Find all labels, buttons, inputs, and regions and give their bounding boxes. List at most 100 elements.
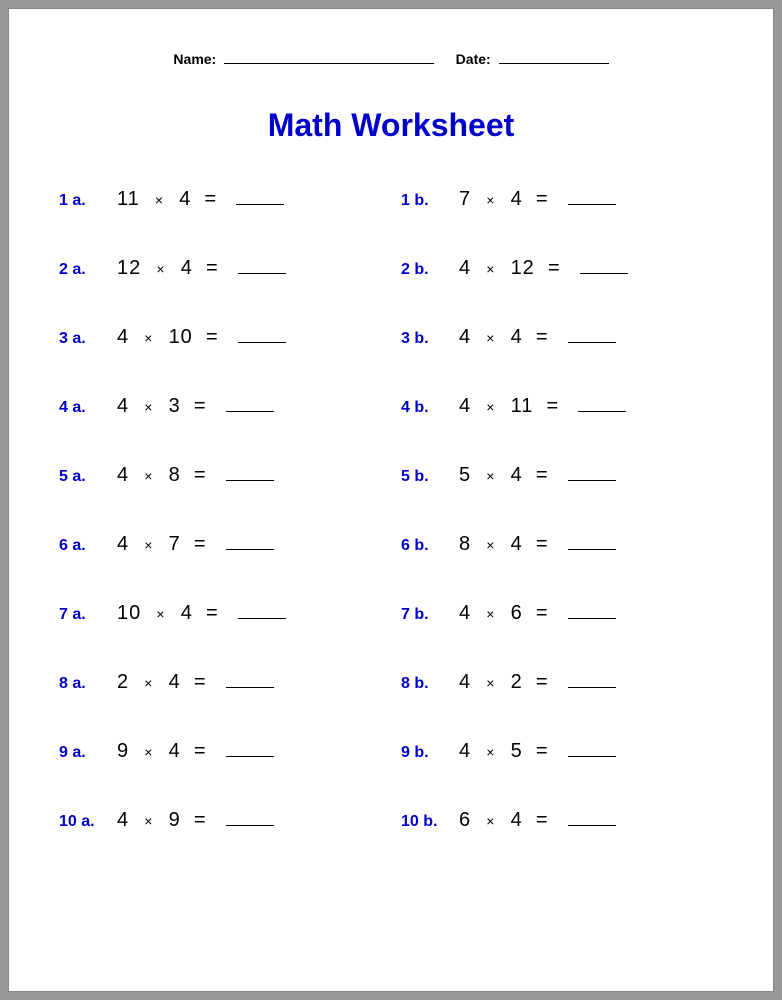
equals-sign: = (194, 809, 207, 831)
answer-blank[interactable] (568, 598, 616, 619)
operand-a: 4 (459, 257, 471, 279)
operand-b: 4 (169, 671, 181, 693)
equals-sign: = (194, 464, 207, 486)
answer-blank[interactable] (238, 322, 286, 343)
equals-sign: = (194, 395, 207, 417)
problem-expression: 11 × 4 = (117, 184, 284, 211)
problem-label: 7 a. (59, 606, 117, 624)
problem-expression: 4 × 5 = (459, 736, 616, 763)
answer-blank[interactable] (578, 391, 626, 412)
operand-a: 4 (117, 326, 129, 348)
problem-expression: 4 × 9 = (117, 805, 274, 832)
worksheet-page: Name: Date: Math Worksheet 1 a.11 × 4 = … (8, 8, 774, 992)
answer-blank[interactable] (226, 667, 274, 688)
answer-blank[interactable] (226, 391, 274, 412)
operand-b: 3 (169, 395, 181, 417)
multiply-icon: × (484, 261, 497, 277)
answer-blank[interactable] (236, 184, 284, 205)
multiply-icon: × (484, 468, 497, 484)
multiply-icon: × (484, 744, 497, 760)
problem-label: 5 a. (59, 468, 117, 486)
operand-b: 4 (511, 188, 523, 210)
name-input-blank[interactable] (224, 49, 434, 64)
multiply-icon: × (484, 813, 497, 829)
equals-sign: = (194, 533, 207, 555)
operand-a: 5 (459, 464, 471, 486)
operand-a: 4 (117, 395, 129, 417)
answer-blank[interactable] (568, 529, 616, 550)
answer-blank[interactable] (568, 667, 616, 688)
problem-expression: 12 × 4 = (117, 253, 286, 280)
problem-expression: 4 × 4 = (459, 322, 616, 349)
multiply-icon: × (484, 192, 497, 208)
operand-a: 9 (117, 740, 129, 762)
problem-row: 8 b.4 × 2 = (401, 667, 723, 694)
operand-b: 4 (169, 740, 181, 762)
multiply-icon: × (484, 537, 497, 553)
answer-blank[interactable] (568, 184, 616, 205)
equals-sign: = (206, 257, 219, 279)
problem-row: 7 b.4 × 6 = (401, 598, 723, 625)
problem-row: 1 b.7 × 4 = (401, 184, 723, 211)
problem-label: 4 b. (401, 399, 459, 417)
operand-b: 4 (179, 188, 191, 210)
problem-expression: 4 × 8 = (117, 460, 274, 487)
problem-expression: 2 × 4 = (117, 667, 274, 694)
operand-b: 10 (169, 326, 193, 348)
operand-b: 2 (511, 671, 523, 693)
problem-expression: 4 × 7 = (117, 529, 274, 556)
problem-label: 5 b. (401, 468, 459, 486)
multiply-icon: × (142, 399, 155, 415)
operand-a: 2 (117, 671, 129, 693)
operand-b: 8 (169, 464, 181, 486)
answer-blank[interactable] (568, 460, 616, 481)
multiply-icon: × (484, 675, 497, 691)
operand-a: 4 (459, 602, 471, 624)
problem-row: 10 a.4 × 9 = (59, 805, 381, 832)
answer-blank[interactable] (568, 736, 616, 757)
problem-row: 9 a.9 × 4 = (59, 736, 381, 763)
problem-label: 3 a. (59, 330, 117, 348)
problem-row: 6 a.4 × 7 = (59, 529, 381, 556)
problem-label: 10 a. (59, 813, 117, 831)
equals-sign: = (536, 533, 549, 555)
problem-label: 8 a. (59, 675, 117, 693)
answer-blank[interactable] (580, 253, 628, 274)
page-title: Math Worksheet (49, 107, 733, 144)
multiply-icon: × (154, 261, 167, 277)
date-input-blank[interactable] (499, 49, 609, 64)
problem-row: 4 a.4 × 3 = (59, 391, 381, 418)
answer-blank[interactable] (568, 805, 616, 826)
answer-blank[interactable] (226, 460, 274, 481)
multiply-icon: × (142, 468, 155, 484)
operand-a: 4 (117, 464, 129, 486)
problem-row: 1 a.11 × 4 = (59, 184, 381, 211)
answer-blank[interactable] (226, 736, 274, 757)
answer-blank[interactable] (226, 805, 274, 826)
date-label: Date: (456, 51, 491, 67)
multiply-icon: × (484, 606, 497, 622)
answer-blank[interactable] (238, 253, 286, 274)
problem-row: 3 a.4 × 10 = (59, 322, 381, 349)
operand-b: 4 (511, 809, 523, 831)
problem-row: 3 b.4 × 4 = (401, 322, 723, 349)
problem-row: 9 b.4 × 5 = (401, 736, 723, 763)
multiply-icon: × (142, 675, 155, 691)
answer-blank[interactable] (238, 598, 286, 619)
answer-blank[interactable] (568, 322, 616, 343)
problem-expression: 4 × 12 = (459, 253, 628, 280)
multiply-icon: × (142, 330, 155, 346)
answer-blank[interactable] (226, 529, 274, 550)
problem-expression: 4 × 3 = (117, 391, 274, 418)
operand-a: 4 (459, 326, 471, 348)
operand-b: 4 (181, 257, 193, 279)
equals-sign: = (536, 740, 549, 762)
multiply-icon: × (154, 606, 167, 622)
problem-label: 3 b. (401, 330, 459, 348)
problem-label: 1 a. (59, 192, 117, 210)
problem-label: 10 b. (401, 813, 459, 831)
name-label: Name: (173, 51, 216, 67)
equals-sign: = (536, 188, 549, 210)
problem-label: 4 a. (59, 399, 117, 417)
problem-row: 4 b.4 × 11 = (401, 391, 723, 418)
